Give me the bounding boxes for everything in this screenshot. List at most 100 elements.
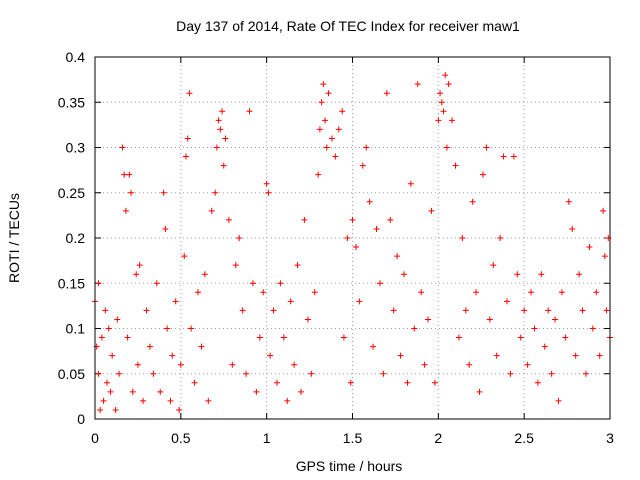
data-point <box>469 198 476 205</box>
x-tick-label: 0.5 <box>171 430 191 446</box>
data-point <box>517 334 524 341</box>
data-point <box>504 298 510 305</box>
data-point <box>507 370 514 377</box>
data-point <box>220 162 227 169</box>
data-point <box>122 207 129 214</box>
data-point <box>548 370 555 377</box>
data-point <box>418 289 425 296</box>
data-point <box>479 171 486 178</box>
data-point <box>380 370 387 377</box>
data-point <box>576 271 583 278</box>
y-tick-labels: 0 0.05 0.1 0.15 0.2 0.25 0.3 0.35 0.4 <box>58 49 85 427</box>
data-point <box>182 153 189 160</box>
data-point <box>291 361 298 368</box>
x-tick-labels: 0 0.5 1 1.5 2 2.5 3 <box>91 430 614 446</box>
y-tick-label: 0 <box>77 411 85 427</box>
data-point <box>603 307 610 314</box>
data-point <box>162 225 169 232</box>
data-point <box>390 307 397 314</box>
data-point <box>121 171 128 178</box>
x-tick-label: 2 <box>434 430 442 446</box>
data-point <box>265 189 272 196</box>
data-point <box>133 271 140 278</box>
y-tick-label: 0.25 <box>58 185 85 201</box>
data-point <box>172 298 179 305</box>
data-point <box>215 117 222 124</box>
data-point <box>246 108 253 115</box>
data-point <box>205 397 212 404</box>
x-tick-label: 1 <box>263 430 271 446</box>
data-point <box>109 352 116 359</box>
data-point <box>260 289 267 296</box>
data-point <box>98 334 105 341</box>
data-point <box>466 361 473 368</box>
data-point <box>294 262 301 269</box>
data-point <box>541 343 548 350</box>
data-point <box>217 126 224 133</box>
data-point <box>239 307 246 314</box>
data-point <box>167 397 174 404</box>
data-point <box>459 235 466 241</box>
data-point <box>438 99 445 106</box>
data-point <box>383 90 390 97</box>
data-point <box>562 334 569 341</box>
data-point <box>589 325 596 332</box>
data-point <box>318 99 325 106</box>
data-point <box>287 298 294 305</box>
x-axis-label: GPS time / hours <box>296 458 403 474</box>
data-point <box>335 126 342 133</box>
data-point <box>596 352 603 359</box>
data-point <box>284 397 291 404</box>
x-tick-label: 2.5 <box>514 430 534 446</box>
data-point <box>169 352 176 359</box>
data-point <box>524 361 531 368</box>
y-tick-label: 0.05 <box>58 366 85 382</box>
data-point <box>373 225 380 232</box>
data-point <box>552 316 559 323</box>
grid-lines <box>95 57 610 419</box>
data-point <box>186 90 193 97</box>
data-point <box>359 162 366 169</box>
data-point <box>500 153 507 160</box>
data-points <box>92 72 613 413</box>
data-point <box>119 144 126 151</box>
y-tick-label: 0.4 <box>66 49 86 65</box>
data-point <box>493 352 500 359</box>
data-point <box>497 235 504 241</box>
data-point <box>476 388 483 395</box>
data-point <box>558 289 565 296</box>
data-point <box>455 334 462 341</box>
data-point <box>267 352 274 359</box>
data-point <box>322 117 329 124</box>
x-tick-label: 3 <box>606 430 614 446</box>
data-point <box>538 271 545 278</box>
data-point <box>229 361 236 368</box>
data-point <box>593 289 600 296</box>
data-point <box>404 379 411 386</box>
data-point <box>198 343 205 350</box>
data-point <box>366 198 373 205</box>
data-point <box>397 352 404 359</box>
data-point <box>146 343 153 350</box>
data-point <box>443 144 450 151</box>
data-point <box>534 379 541 386</box>
data-point <box>531 325 538 332</box>
y-tick-label: 0.3 <box>66 140 86 156</box>
data-point <box>128 189 135 196</box>
data-point <box>462 307 469 314</box>
data-point <box>407 180 414 187</box>
data-point <box>143 307 150 314</box>
data-point <box>225 216 232 223</box>
data-point <box>486 316 493 323</box>
data-point <box>107 388 114 395</box>
data-point <box>579 307 586 314</box>
data-point <box>452 162 459 169</box>
data-point <box>253 388 260 395</box>
data-point <box>555 397 562 404</box>
data-point <box>280 334 287 341</box>
data-point <box>394 253 401 260</box>
data-point <box>401 271 407 278</box>
data-point <box>195 289 201 296</box>
x-tick-label: 0 <box>91 430 99 446</box>
data-point <box>332 153 339 160</box>
